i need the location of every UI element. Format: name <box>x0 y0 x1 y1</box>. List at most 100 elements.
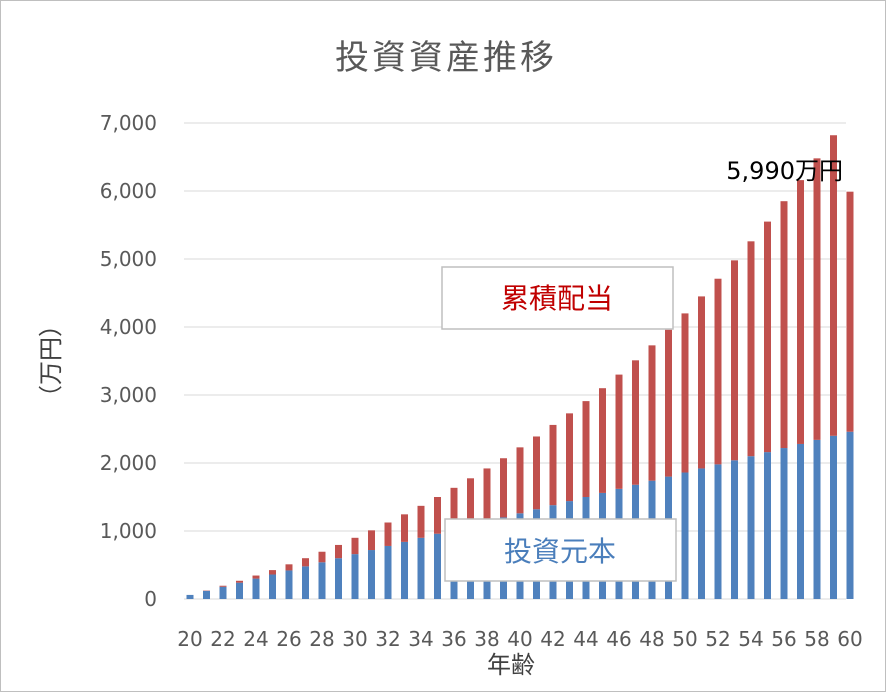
y-tick-label: 3,000 <box>100 383 157 407</box>
bar-principal <box>203 591 210 599</box>
bar-principal <box>253 579 260 599</box>
bar-dividend <box>814 158 821 440</box>
bar-dividend <box>665 330 672 477</box>
bar-dividend <box>764 222 771 453</box>
bar-dividend <box>616 375 623 489</box>
bar-principal <box>715 464 722 599</box>
y-axis-title: （万円） <box>37 313 65 409</box>
bar-dividend <box>715 279 722 465</box>
x-tick-label: 52 <box>705 627 730 651</box>
bar-principal <box>797 444 804 599</box>
bar-dividend <box>352 538 359 554</box>
x-tick-label: 50 <box>672 627 697 651</box>
bar-dividend <box>599 388 606 493</box>
bar-principal <box>814 440 821 599</box>
x-tick-label: 36 <box>441 627 466 651</box>
bar-principal <box>401 542 408 599</box>
series-box-principal: 投資元本 <box>445 519 676 581</box>
bar-principal <box>286 570 293 599</box>
bar-principal <box>319 562 326 599</box>
bar-principal <box>368 550 375 599</box>
y-tick-labels: 0 1,000 2,000 3,000 4,000 5,000 6,000 7,000 <box>100 111 157 611</box>
bar-principal <box>434 534 441 599</box>
bar-principal <box>781 448 788 599</box>
bar-dividend <box>418 506 425 538</box>
bar-dividend <box>434 497 441 534</box>
bar-dividend <box>220 586 227 587</box>
bar-dividend <box>269 570 276 574</box>
bar-principal <box>764 452 771 599</box>
x-tick-label: 40 <box>507 627 532 651</box>
bar-dividend <box>302 558 309 566</box>
y-tick-label: 4,000 <box>100 315 157 339</box>
bar-dividend <box>484 468 491 521</box>
x-tick-label: 20 <box>177 627 202 651</box>
bar-principal <box>682 473 689 599</box>
bar-dividend <box>731 260 738 460</box>
y-tick-label: 7,000 <box>100 111 157 135</box>
x-tick-label: 58 <box>804 627 829 651</box>
x-tick-label: 38 <box>474 627 499 651</box>
bar-dividend <box>797 180 804 444</box>
x-tick-label: 54 <box>738 627 763 651</box>
bar-principal <box>220 587 227 599</box>
bar-principal <box>847 432 854 599</box>
bar-principal <box>698 468 705 599</box>
bar-dividend <box>368 530 375 550</box>
bar-principal <box>269 575 276 599</box>
x-tick-label: 34 <box>408 627 433 651</box>
bar-dividend <box>401 514 408 542</box>
x-axis-title: 年齢 <box>487 651 535 679</box>
x-tick-label: 44 <box>573 627 598 651</box>
bar-principal <box>748 456 755 599</box>
bar-dividend <box>500 458 507 517</box>
y-tick-label: 2,000 <box>100 451 157 475</box>
x-tick-label: 46 <box>606 627 631 651</box>
bar-dividend <box>533 436 540 509</box>
bar-dividend <box>550 425 557 505</box>
bar-dividend <box>632 360 639 484</box>
y-tick-label: 6,000 <box>100 179 157 203</box>
x-tick-label: 32 <box>375 627 400 651</box>
x-tick-label: 48 <box>639 627 664 651</box>
bar-principal <box>335 558 342 599</box>
x-tick-label: 42 <box>540 627 565 651</box>
bar-dividend <box>682 313 689 472</box>
bar-dividend <box>385 523 392 546</box>
bar-dividend <box>566 413 573 501</box>
bar-dividend <box>847 192 854 432</box>
x-tick-label: 26 <box>276 627 301 651</box>
y-tick-label: 5,000 <box>100 247 157 271</box>
series-box-principal-label: 投資元本 <box>504 535 616 568</box>
bar-dividend <box>335 545 342 558</box>
x-tick-label: 60 <box>837 627 862 651</box>
bar-principal <box>302 566 309 599</box>
y-tick-label: 1,000 <box>100 519 157 543</box>
x-tick-label: 24 <box>243 627 268 651</box>
total-callout: 5,990万円 <box>726 157 843 185</box>
x-tick-label: 22 <box>210 627 235 651</box>
bar-principal <box>352 554 359 599</box>
bar-dividend <box>253 576 260 579</box>
bar-dividend <box>583 401 590 497</box>
bar-dividend <box>517 447 524 513</box>
bar-dividend <box>698 296 705 468</box>
bar-dividend <box>649 345 656 480</box>
y-tick-label: 0 <box>144 587 157 611</box>
bar-principal <box>731 460 738 599</box>
bar-principal <box>236 583 243 599</box>
series-box-dividend-label: 累積配当 <box>501 282 613 315</box>
x-tick-label: 28 <box>309 627 334 651</box>
x-tick-label: 56 <box>771 627 796 651</box>
bar-principal <box>418 538 425 599</box>
bar-principal <box>830 436 837 599</box>
bar-dividend <box>236 581 243 583</box>
bar-principal <box>187 595 194 599</box>
series-box-dividend: 累積配当 <box>442 267 673 329</box>
bar-dividend <box>748 241 755 456</box>
bar-dividend <box>319 552 326 563</box>
x-tick-labels: 20 22 24 26 28 30 32 34 36 38 40 42 44 46 48 50 52 54 56 58… <box>177 627 862 651</box>
x-tick-label: 30 <box>342 627 367 651</box>
